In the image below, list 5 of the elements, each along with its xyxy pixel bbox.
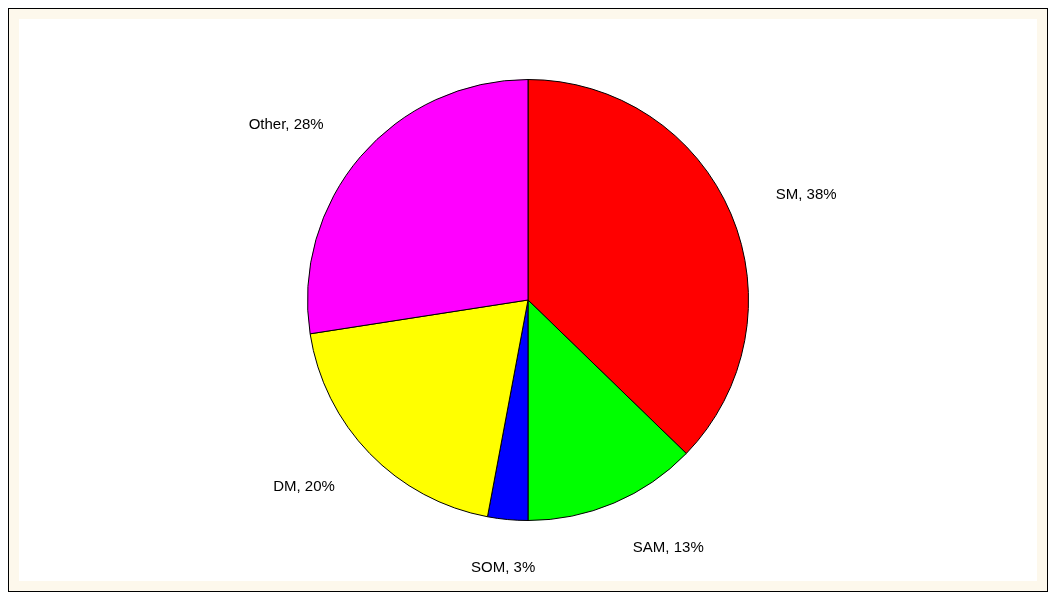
slice-label: SM, 38% (775, 185, 837, 203)
slice-label: DM, 20% (273, 477, 335, 495)
slice-label: Other, 28% (248, 115, 324, 133)
slice-label: SAM, 13% (632, 537, 704, 555)
slice-label: SOM, 3% (471, 558, 536, 575)
